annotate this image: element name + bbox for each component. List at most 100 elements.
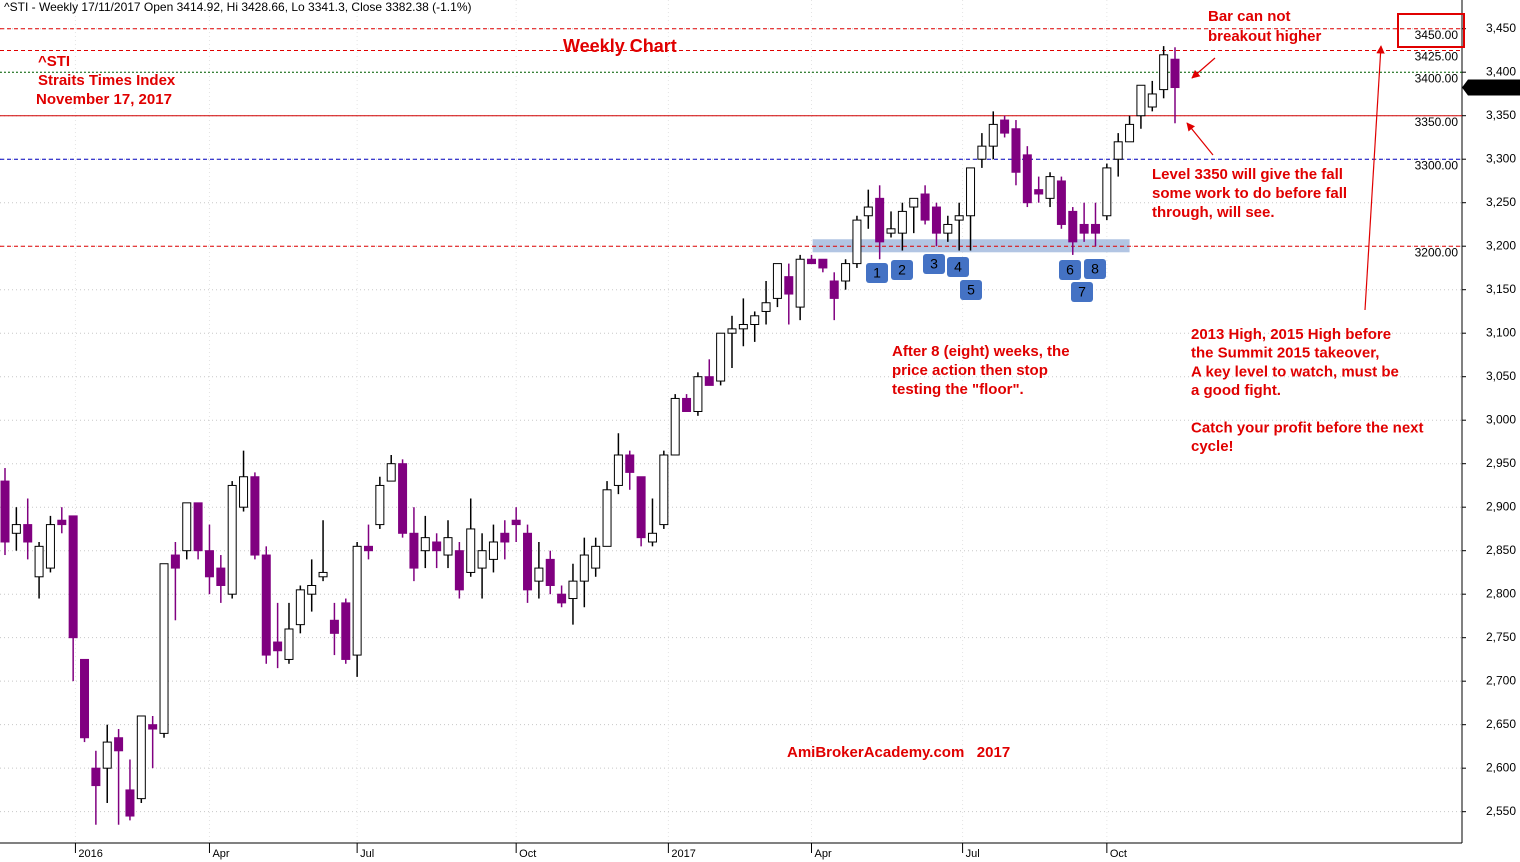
candle-body bbox=[1000, 119, 1010, 134]
marker-label: 5 bbox=[967, 282, 975, 298]
candle-body bbox=[841, 263, 851, 282]
y-tick-label: 3,250 bbox=[1486, 195, 1516, 209]
candle-body bbox=[1147, 93, 1157, 108]
candle-body bbox=[966, 167, 976, 217]
y-tick-label: 2,550 bbox=[1486, 804, 1516, 818]
level-label: 3350.00 bbox=[1415, 115, 1459, 129]
candle-body bbox=[80, 658, 90, 739]
candle-body bbox=[534, 567, 544, 582]
candle-body bbox=[988, 123, 998, 147]
marker-box bbox=[1071, 282, 1093, 302]
candle-body bbox=[875, 197, 885, 243]
candle-body bbox=[11, 524, 21, 534]
candle-body bbox=[602, 489, 612, 547]
annotation: the Summit 2015 takeover, bbox=[1191, 345, 1379, 362]
candle-body bbox=[716, 332, 726, 382]
candle-body bbox=[1068, 210, 1078, 243]
y-tick-label: 2,900 bbox=[1486, 499, 1516, 513]
candle-body bbox=[852, 219, 862, 265]
candle-body bbox=[523, 532, 533, 591]
candle-body bbox=[170, 554, 180, 569]
marker-label: 3 bbox=[930, 256, 938, 272]
candle-body bbox=[500, 532, 510, 543]
marker-label: 7 bbox=[1078, 284, 1086, 300]
candle-body bbox=[91, 767, 101, 787]
candle-body bbox=[909, 197, 919, 208]
x-tick-label: Jul bbox=[360, 848, 374, 860]
y-tick-label: 3,450 bbox=[1486, 21, 1516, 35]
y-tick-label: 3,100 bbox=[1486, 325, 1516, 339]
y-tick-label: 2,650 bbox=[1486, 717, 1516, 731]
level-label: 3425.00 bbox=[1415, 50, 1459, 64]
candle-body bbox=[318, 571, 328, 578]
level-label: 3450.00 bbox=[1415, 28, 1459, 42]
annotation: cycle! bbox=[1191, 438, 1234, 455]
candle-body bbox=[341, 602, 351, 660]
candle-body bbox=[375, 484, 385, 526]
candle-body bbox=[613, 454, 623, 486]
candle-body bbox=[0, 480, 10, 543]
index-name: Straits Times Index bbox=[38, 72, 176, 89]
annotation: testing the "floor". bbox=[892, 381, 1024, 398]
y-tick-label: 3,150 bbox=[1486, 282, 1516, 296]
candle-body bbox=[693, 376, 703, 412]
candle-body bbox=[568, 580, 578, 600]
marker-label: 2 bbox=[898, 262, 906, 278]
x-tick-label: Apr bbox=[212, 848, 229, 860]
candle-body bbox=[1056, 180, 1066, 225]
annotation: breakout higher bbox=[1208, 28, 1322, 45]
annotation: a good fight. bbox=[1191, 382, 1281, 399]
candle-body bbox=[1011, 128, 1021, 173]
candle-body bbox=[68, 515, 78, 639]
candle-body bbox=[136, 715, 146, 800]
candle-body bbox=[466, 528, 476, 573]
annotation: 2013 High, 2015 High before bbox=[1191, 326, 1391, 343]
candle-body bbox=[250, 476, 260, 556]
y-tick-label: 3,350 bbox=[1486, 108, 1516, 122]
x-tick-label: Oct bbox=[1110, 848, 1127, 860]
y-tick-label: 3,300 bbox=[1486, 151, 1516, 165]
annotation: A key level to watch, must be bbox=[1191, 363, 1399, 380]
arrow bbox=[1364, 45, 1385, 311]
arrow bbox=[1191, 57, 1216, 79]
x-tick-label: Oct bbox=[519, 848, 536, 860]
candle-body bbox=[273, 641, 283, 652]
annotation: Level 3350 will give the fall bbox=[1152, 166, 1343, 183]
candle-body bbox=[863, 206, 873, 217]
candle-body bbox=[432, 541, 442, 552]
candle-body bbox=[454, 550, 464, 591]
marker-label: 4 bbox=[954, 259, 962, 275]
candle-body bbox=[409, 532, 419, 569]
candle-body bbox=[295, 589, 305, 626]
annotation: price action then stop bbox=[892, 362, 1048, 379]
arrow bbox=[1186, 122, 1214, 156]
candle-body bbox=[636, 476, 646, 539]
candle-body bbox=[886, 228, 896, 234]
candle-body bbox=[307, 584, 317, 595]
annotation: through, will see. bbox=[1152, 204, 1275, 221]
candle-body bbox=[682, 397, 692, 412]
candle-body bbox=[125, 789, 135, 817]
last-price-tag bbox=[1462, 79, 1520, 96]
annotation: Catch your profit before the next bbox=[1191, 419, 1424, 436]
annotation: Bar can not bbox=[1208, 8, 1291, 25]
y-tick-label: 2,750 bbox=[1486, 630, 1516, 644]
candle-body bbox=[807, 258, 817, 265]
marker-box bbox=[866, 263, 888, 283]
candle-body bbox=[545, 558, 555, 586]
candle-body bbox=[114, 737, 124, 752]
candle-body bbox=[398, 463, 408, 534]
candle-body bbox=[511, 519, 521, 526]
candle-body bbox=[738, 323, 748, 330]
candle-body bbox=[727, 328, 737, 334]
highlight-box bbox=[1397, 13, 1465, 48]
candle-body bbox=[443, 537, 453, 556]
candle-body bbox=[239, 476, 249, 508]
candle-body bbox=[795, 258, 805, 308]
y-tick-label: 3,050 bbox=[1486, 369, 1516, 383]
y-tick-label: 3,000 bbox=[1486, 412, 1516, 426]
candle-body bbox=[625, 454, 635, 473]
candle-body bbox=[920, 193, 930, 221]
candle-body bbox=[159, 563, 169, 734]
